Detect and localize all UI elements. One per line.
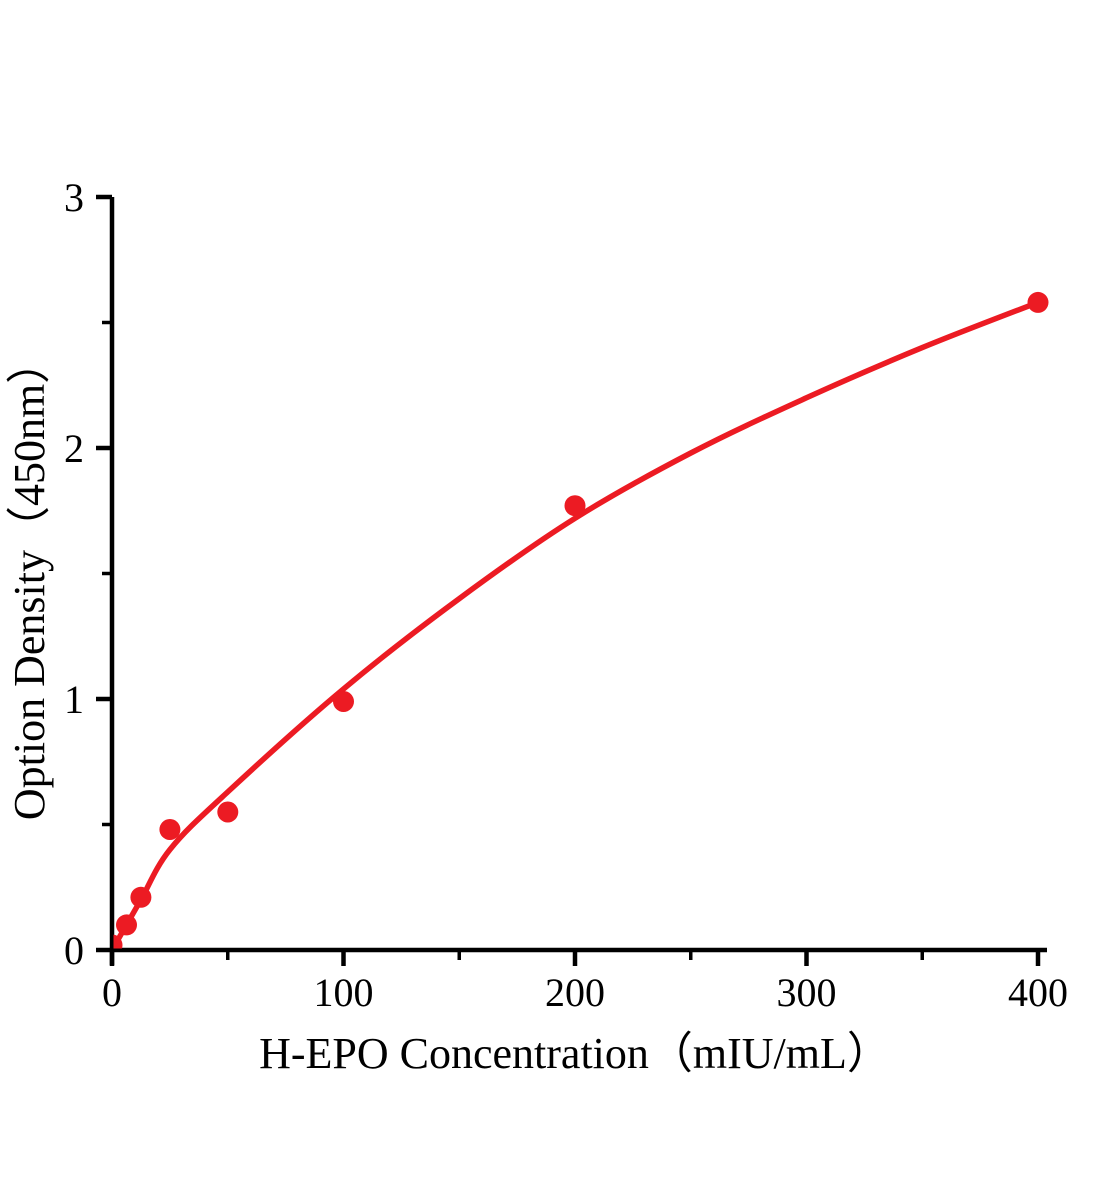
y-tick-label: 3 [64,175,84,220]
x-axis-title: H-EPO Concentration（mIU/mL） [259,1029,891,1078]
y-axis-title: Option Density（450nm） [5,340,54,820]
data-point [1027,291,1049,313]
data-point [116,914,137,936]
y-tick-label: 0 [64,928,84,973]
data-point [130,886,152,908]
data-point [217,801,239,823]
x-tick-label: 200 [545,970,605,1015]
x-tick-label: 400 [1008,970,1068,1015]
y-tick-label: 1 [64,677,84,722]
data-point [564,495,586,517]
fit-curve [113,299,1041,949]
data-points [113,291,1049,949]
data-point [113,934,123,949]
axis-ticks [96,194,1041,966]
data-point [333,691,354,712]
x-tick-label: 0 [102,970,122,1015]
axes [109,197,1047,965]
x-tick-label: 300 [777,970,837,1015]
x-tick-label: 100 [314,970,374,1015]
data-point [159,819,181,840]
y-tick-label: 2 [64,426,84,471]
tick-labels: 0 1 2 3 0 100 200 300 400 [64,175,1068,1015]
